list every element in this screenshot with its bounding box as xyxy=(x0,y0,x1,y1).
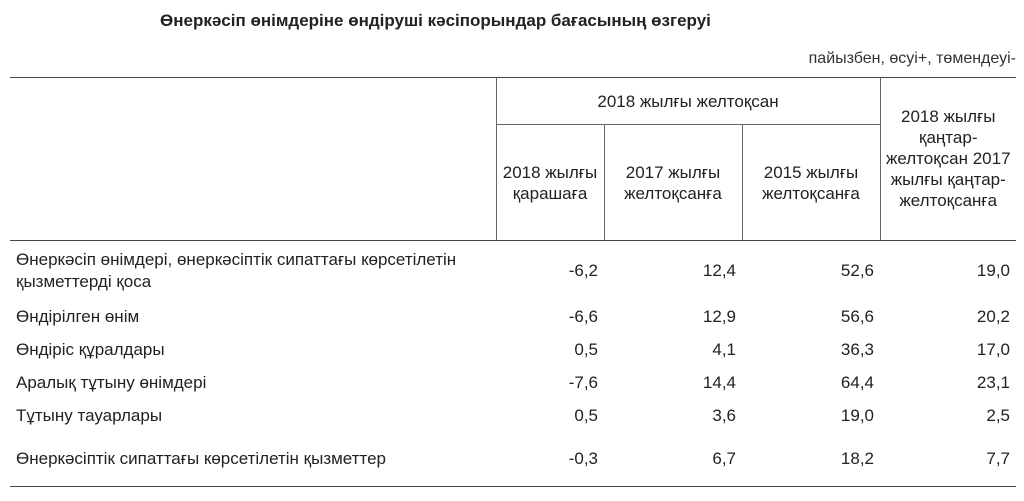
cell-value: 7,7 xyxy=(880,432,1017,487)
table-row: Өнеркәсіптік сипаттағы көрсетілетін қызм… xyxy=(10,432,1017,487)
row-label: Аралық тұтыну өнімдері xyxy=(16,373,207,392)
cell-value: 56,6 xyxy=(840,307,875,326)
cell-value: 19,0 xyxy=(840,406,875,425)
group-header: 2018 жылғы желтоқсан xyxy=(495,77,881,125)
cell-value: -0,3 xyxy=(496,432,604,487)
cell-value: 52,6 xyxy=(840,260,875,280)
cell-value: 14,4 xyxy=(702,373,736,392)
cell-value: 36,3 xyxy=(840,340,875,359)
table-row: Өндіріс құралдары 0,5 4,1 36,3 17,0 xyxy=(10,334,1016,367)
cell-value: 64,4 xyxy=(840,373,875,392)
table-title: Өнеркәсіп өнімдеріне өндіруші кәсіпорынд… xyxy=(160,11,711,30)
cell-value: 20,2 xyxy=(976,307,1011,326)
table-row: Өнеркәсіп өнімдері, өнеркәсіптік сипатта… xyxy=(10,241,1016,301)
cell-value: 12,9 xyxy=(702,307,736,326)
cell-value: 0,5 xyxy=(574,340,598,359)
column-header-prev-month: 2018 жылғы қарашаға xyxy=(495,124,604,241)
cell-value: -6,2 xyxy=(568,260,598,280)
row-label: Тұтыну тауарлары xyxy=(16,406,163,425)
cell-value: -6,6 xyxy=(568,307,598,326)
cell-value: 0,5 xyxy=(574,406,598,425)
column-header-prev-year: 2017 жылғы желтоқсанға xyxy=(603,124,742,241)
cell-value: 6,7 xyxy=(604,432,742,487)
cell-value: 3,6 xyxy=(712,406,736,425)
row-label-header xyxy=(10,77,496,241)
cell-value: 4,1 xyxy=(712,340,736,359)
cell-value: 12,4 xyxy=(702,260,736,280)
annual-column-header: 2018 жылғы қаңтар-желтоқсан 2017 жылғы қ… xyxy=(879,77,1017,241)
cell-value: 2,5 xyxy=(986,406,1011,425)
cell-value: 23,1 xyxy=(976,373,1011,392)
cell-value: 19,0 xyxy=(976,260,1011,280)
table-row: Тұтыну тауарлары 0,5 3,6 19,0 2,5 xyxy=(10,400,1016,433)
column-header-2015: 2015 жылғы желтоқсанға xyxy=(741,124,881,241)
table-row: Өндірілген өнім -6,6 12,9 56,6 20,2 xyxy=(10,301,1016,334)
table-row: Аралық тұтыну өнімдері -7,6 14,4 64,4 23… xyxy=(10,367,1016,400)
row-label: Өндіріс құралдары xyxy=(16,340,165,359)
cell-value: -7,6 xyxy=(568,373,598,392)
cell-value: 18,2 xyxy=(742,432,881,487)
row-label: Өндірілген өнім xyxy=(16,307,140,326)
cell-value: 17,0 xyxy=(976,340,1011,359)
price-change-table: 2018 жылғы желтоқсан 2018 жылғы қаңтар-ж… xyxy=(10,77,1017,487)
unit-note: пайызбен, өсуі+, төмендеуі- xyxy=(808,50,1016,67)
row-label: Өнеркәсіп өнімдері, өнеркәсіптік сипатта… xyxy=(16,249,457,291)
row-label: Өнеркәсіптік сипаттағы көрсетілетін қызм… xyxy=(10,432,496,487)
